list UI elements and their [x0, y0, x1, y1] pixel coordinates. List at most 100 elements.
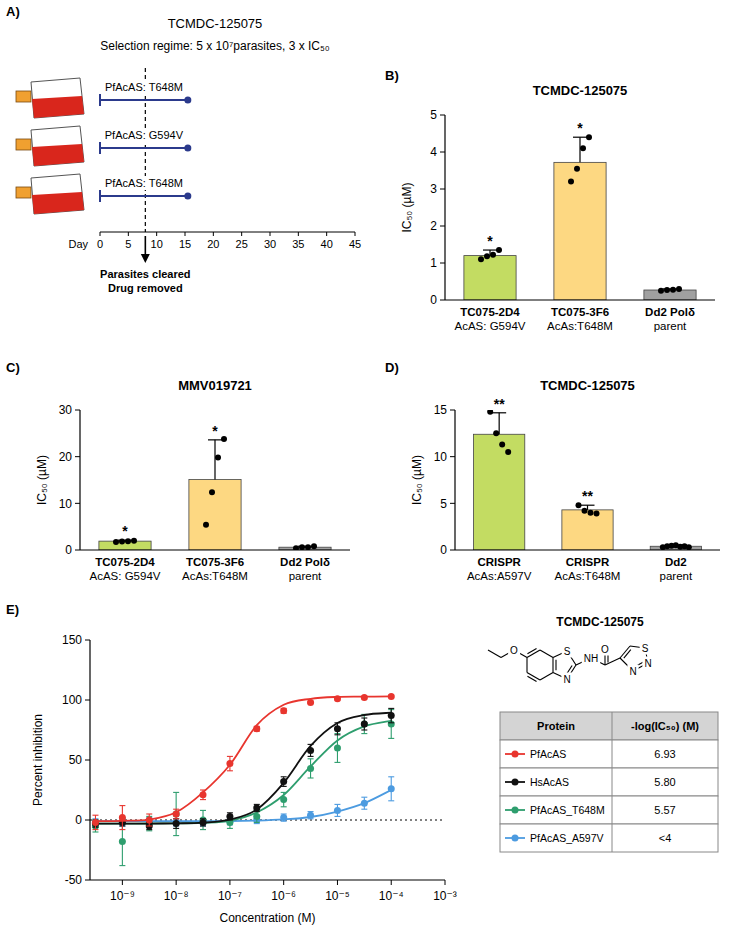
bond: [605, 658, 620, 665]
bar: [99, 541, 151, 550]
replicate-point: [568, 179, 574, 185]
error-cap: [173, 818, 179, 819]
data-point: [280, 814, 287, 821]
bond: [540, 650, 553, 658]
x-axis: [80, 549, 350, 550]
replicate-point: [487, 410, 493, 415]
y-tick-label: 100: [62, 693, 82, 707]
error-cap: [173, 792, 179, 793]
data-point: [361, 721, 368, 728]
significance: *: [577, 120, 583, 136]
y-tick-label: 5: [440, 497, 447, 511]
error-cap: [227, 828, 233, 829]
y-tick: [440, 152, 445, 153]
error-cap: [573, 137, 587, 138]
category-label: TC075-3F6: [551, 306, 609, 318]
replicate-point: [576, 502, 582, 508]
atom-label: N: [629, 666, 636, 677]
error-cap: [227, 770, 233, 771]
error-cap: [146, 825, 152, 826]
culture-line: [100, 99, 188, 101]
data-point: [226, 760, 233, 767]
x-tick-label: 35: [292, 238, 304, 250]
data-point: [334, 695, 341, 702]
arrow-head: [141, 254, 150, 263]
double-bond: [527, 649, 536, 654]
data-point: [334, 807, 341, 814]
error-cap: [388, 800, 394, 801]
table-row: [500, 796, 718, 824]
label-bg: [599, 643, 611, 656]
data-point: [253, 805, 260, 812]
y-tick: [450, 456, 455, 457]
error-cap: [173, 809, 179, 810]
table-header-bg: [500, 712, 718, 740]
legend-marker: [512, 751, 519, 758]
y-axis: [454, 410, 455, 550]
y-tick: [85, 700, 90, 701]
y-axis: [444, 115, 445, 300]
x-tick-label: 10⁻⁵: [325, 889, 350, 903]
bar: [554, 162, 606, 300]
error-cap: [334, 816, 340, 817]
data-point: [361, 694, 368, 701]
x-tick: [213, 232, 214, 236]
category-label: CRISPR: [477, 556, 521, 568]
category-note: parent: [660, 570, 693, 582]
error-cap: [173, 818, 179, 819]
error-cap: [281, 806, 287, 807]
error-cap: [254, 822, 260, 823]
data-point: [307, 699, 314, 706]
bar: [464, 256, 516, 300]
category-label: TC075-2D4: [460, 306, 520, 318]
x-tick: [176, 880, 177, 885]
mutation-label: PfAcAS: T648M: [105, 81, 183, 93]
label-bg: [508, 644, 520, 657]
y-tick: [75, 410, 80, 411]
flask: [16, 126, 84, 166]
x-axis: [455, 549, 720, 550]
x-tick: [445, 880, 446, 885]
flask-cap: [16, 91, 31, 102]
axis-title: Day: [68, 238, 88, 250]
replicate-point: [478, 256, 484, 262]
bar: [474, 434, 525, 550]
label-bg: [582, 652, 600, 665]
bar: [562, 510, 613, 550]
replicate-point: [293, 545, 299, 550]
error-cap: [146, 830, 152, 831]
bond: [540, 673, 553, 681]
x-tick: [391, 880, 392, 885]
x-axis: [445, 299, 715, 300]
y-tick: [85, 820, 90, 821]
culture-start: [99, 190, 101, 202]
error-cap: [334, 722, 340, 723]
category-label: Dd2 Polδ: [645, 306, 695, 318]
culture-start: [99, 142, 101, 154]
error-cap: [119, 805, 125, 806]
table-value: 6.93: [654, 748, 675, 760]
category-note: AcAs:T648M: [547, 320, 613, 332]
error-cap: [119, 829, 125, 830]
x-tick-label: 20: [207, 238, 219, 250]
y-tick-label: 10: [59, 497, 73, 511]
data-point: [92, 819, 99, 826]
x-tick-label: 5: [125, 238, 131, 250]
significance: **: [582, 488, 593, 504]
table-value: 5.57: [654, 804, 675, 816]
error-cap: [200, 810, 206, 811]
flask-medium: [32, 96, 84, 118]
x-tick-label: 45: [349, 238, 361, 250]
error-cap: [388, 776, 394, 777]
bond: [527, 673, 540, 681]
title: TCMDC-125075: [540, 378, 635, 393]
x-tick-label: 10⁻⁶: [271, 889, 296, 903]
replicate-point: [215, 455, 221, 461]
x-tick-label: 10⁻³: [433, 889, 457, 903]
panel-letter: E): [6, 602, 19, 617]
y-tick-label: -50: [65, 873, 83, 887]
y-tick: [75, 456, 80, 457]
label-bg: [627, 665, 638, 678]
x-tick: [241, 232, 242, 236]
error-bar: [499, 413, 500, 434]
